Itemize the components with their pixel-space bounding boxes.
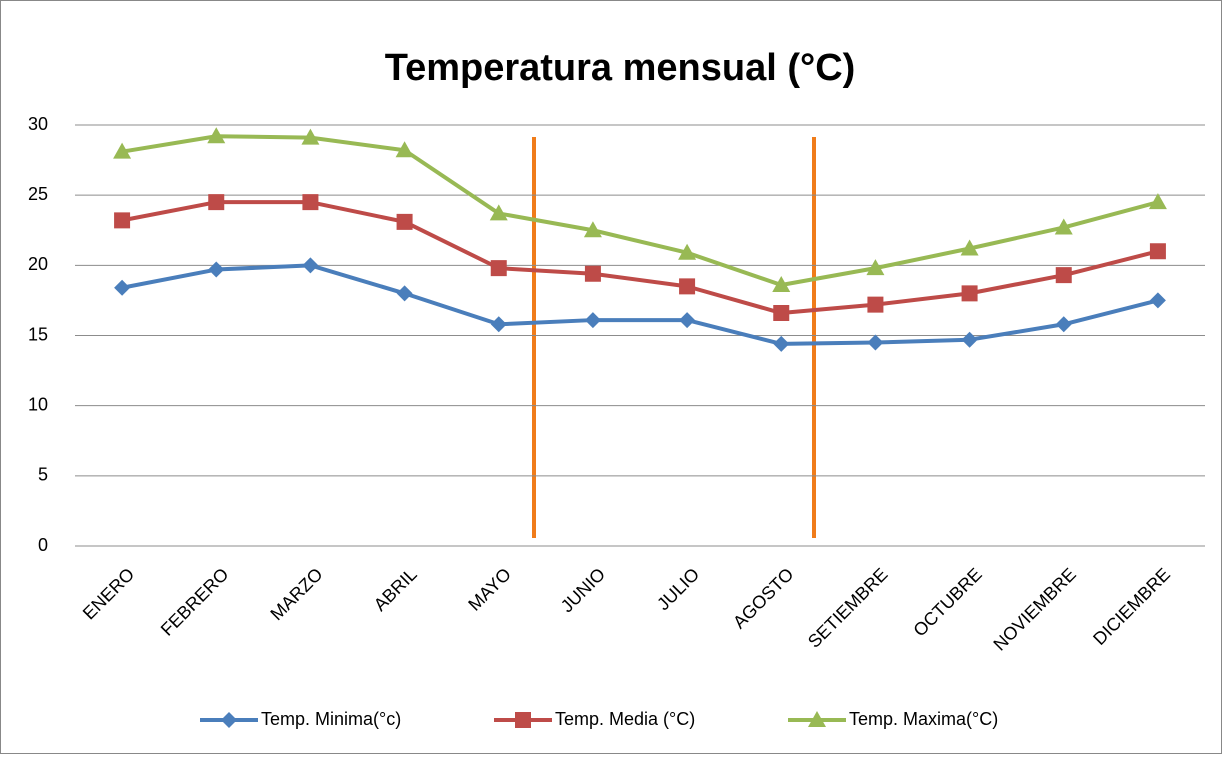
data-point bbox=[1055, 316, 1072, 333]
data-point bbox=[961, 331, 978, 348]
series-line bbox=[121, 200, 1159, 316]
y-tick-label: 20 bbox=[28, 254, 48, 274]
data-point bbox=[866, 259, 885, 276]
data-point bbox=[395, 141, 414, 158]
data-point bbox=[961, 285, 978, 302]
data-point bbox=[1055, 267, 1072, 284]
data-point bbox=[114, 279, 131, 296]
data-point bbox=[396, 285, 413, 302]
data-point bbox=[584, 312, 601, 329]
data-point bbox=[207, 127, 226, 144]
series-line bbox=[121, 263, 1159, 346]
data-point bbox=[301, 128, 320, 145]
legend-marker bbox=[221, 712, 237, 728]
legend-label: Temp. Media (°C) bbox=[555, 709, 695, 729]
series-line bbox=[121, 134, 1159, 287]
data-point bbox=[113, 142, 132, 159]
data-point bbox=[396, 213, 413, 230]
data-point bbox=[679, 312, 696, 329]
legend-marker bbox=[515, 712, 531, 728]
legend-label: Temp. Maxima(°C) bbox=[849, 709, 998, 729]
data-point bbox=[1149, 292, 1166, 309]
data-point bbox=[867, 296, 884, 313]
data-point bbox=[208, 261, 225, 278]
data-point bbox=[1149, 243, 1166, 260]
y-tick-label: 0 bbox=[38, 535, 48, 555]
data-point bbox=[489, 204, 508, 221]
data-point bbox=[679, 278, 696, 295]
legend-label: Temp. Minima(°c) bbox=[261, 709, 401, 729]
data-point bbox=[773, 305, 790, 322]
data-point bbox=[583, 221, 602, 238]
data-point bbox=[302, 194, 319, 211]
data-point bbox=[208, 194, 225, 211]
y-tick-label: 5 bbox=[38, 465, 48, 485]
chart-title: Temperatura mensual (°C) bbox=[385, 47, 856, 89]
data-point bbox=[302, 257, 319, 274]
legend-marker bbox=[808, 711, 826, 727]
y-tick-label: 15 bbox=[28, 324, 48, 344]
data-point bbox=[490, 260, 507, 277]
data-point bbox=[584, 265, 601, 282]
data-point bbox=[773, 335, 790, 352]
data-point bbox=[678, 243, 697, 260]
data-point bbox=[490, 316, 507, 333]
data-point bbox=[960, 239, 979, 256]
data-point bbox=[867, 334, 884, 351]
y-tick-label: 25 bbox=[28, 184, 48, 204]
data-point bbox=[1148, 193, 1167, 210]
data-point bbox=[1054, 218, 1073, 235]
data-point bbox=[114, 212, 131, 229]
data-point bbox=[772, 275, 791, 292]
y-tick-label: 30 bbox=[28, 114, 48, 134]
y-tick-label: 10 bbox=[28, 394, 48, 414]
